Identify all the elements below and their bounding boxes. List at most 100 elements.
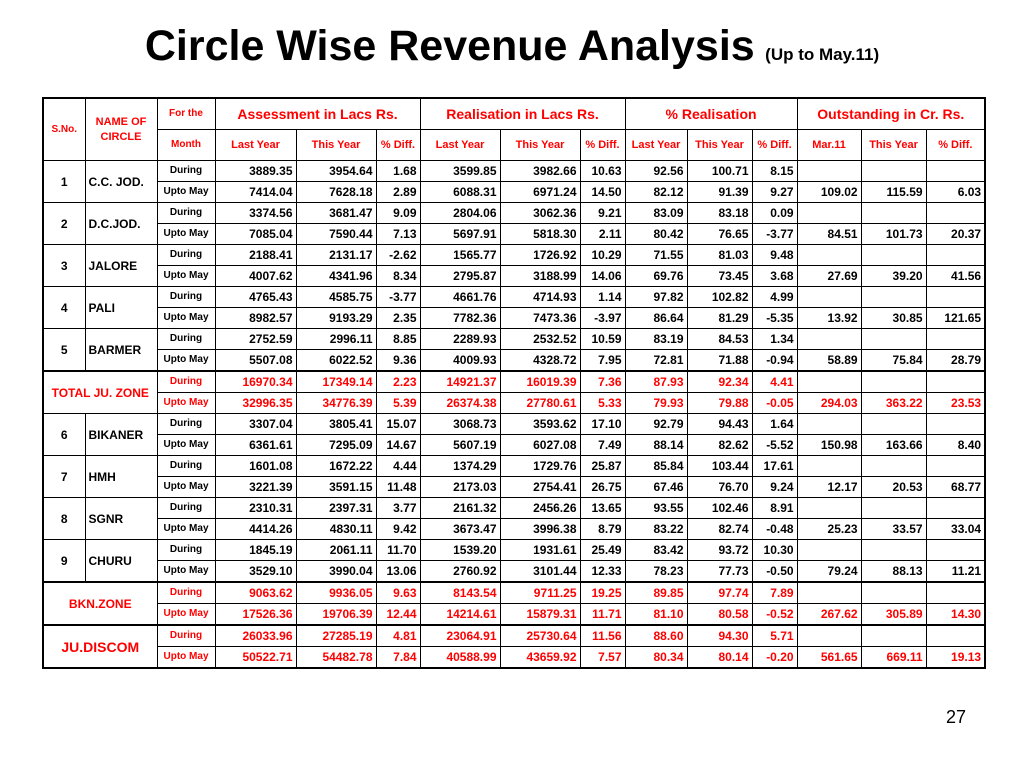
value-cell <box>860 244 927 266</box>
value-cell: 9.27 <box>751 181 798 203</box>
value-cell: -3.97 <box>579 307 626 329</box>
value-cell: 10.29 <box>579 244 626 266</box>
value-cell <box>860 624 927 647</box>
value-cell: 91.39 <box>686 181 753 203</box>
value-cell: 2804.06 <box>419 202 501 224</box>
value-cell: 19706.39 <box>295 603 377 626</box>
table-row: Upto May 7085.04 7590.44 7.13 5697.91 5818.30… <box>43 223 986 245</box>
value-cell: 82.12 <box>624 181 688 203</box>
table-row: 6 BIKANER During 3307.04 3805.41 15.07 3068.73… <box>42 413 986 456</box>
value-cell <box>796 413 862 435</box>
value-cell: 81.29 <box>686 307 753 329</box>
value-cell: 93.55 <box>624 497 688 519</box>
table-row: 3 JALORE During 2188.41 2131.17 -2.62 1565.77 1… <box>42 244 986 287</box>
value-cell: 3889.35 <box>214 160 297 182</box>
value-cell: 17.61 <box>751 455 798 477</box>
value-cell: 77.73 <box>686 560 753 583</box>
value-cell: -0.05 <box>751 392 798 414</box>
value-cell: 9.09 <box>375 202 421 224</box>
period-label: Upto May <box>156 603 216 626</box>
period-label: Upto May <box>156 307 216 329</box>
value-cell: 2754.41 <box>499 476 581 498</box>
value-cell <box>860 539 927 561</box>
value-cell: 6.03 <box>925 181 986 203</box>
header-sub-9: Mar.11 <box>796 129 862 161</box>
value-cell: 15879.31 <box>499 603 581 626</box>
value-cell: 7085.04 <box>214 223 297 245</box>
value-cell: 54482.78 <box>295 646 377 669</box>
value-cell: 7.49 <box>579 434 626 456</box>
value-cell: 7.36 <box>579 370 626 393</box>
value-cell: 8.85 <box>375 328 421 350</box>
value-cell <box>860 455 927 477</box>
table-row: 5 BARMER During 2752.59 2996.11 8.85 2289.93 25… <box>42 328 986 372</box>
value-cell <box>796 286 862 308</box>
value-cell: 8143.54 <box>419 581 501 604</box>
value-cell: 71.88 <box>686 349 753 372</box>
value-cell: 2795.87 <box>419 265 501 287</box>
period-label: During <box>156 413 216 435</box>
value-cell: 2161.32 <box>419 497 501 519</box>
value-cell: 79.93 <box>624 392 688 414</box>
value-cell: -0.20 <box>751 646 798 669</box>
value-cell: 10.63 <box>579 160 626 182</box>
value-cell: 7.13 <box>375 223 421 245</box>
table-row: BKN.ZONE During 9063.62 9936.05 9.63 8143.54 9… <box>42 581 986 626</box>
header-sub-4: This Year <box>499 129 581 161</box>
period-label: During <box>156 624 216 647</box>
value-cell: 86.64 <box>624 307 688 329</box>
value-cell: 4714.93 <box>499 286 581 308</box>
value-cell: 72.81 <box>624 349 688 372</box>
value-cell: 89.85 <box>624 581 688 604</box>
value-cell: 93.72 <box>686 539 753 561</box>
header-row-1: S.No. NAME OF CIRCLE For the Assessment in … <box>42 97 986 161</box>
value-cell: 27.69 <box>796 265 862 287</box>
value-cell: 13.65 <box>579 497 626 519</box>
value-cell: 6971.24 <box>499 181 581 203</box>
value-cell: 3529.10 <box>214 560 297 583</box>
header-month: Month <box>156 129 216 161</box>
serial-number: 6 <box>42 413 86 456</box>
value-cell <box>860 202 927 224</box>
table-row: Upto May 3529.10 3990.04 13.06 2760.92 3101.4… <box>43 560 986 583</box>
table-row: Upto May 8982.57 9193.29 2.35 7782.36 7473.36… <box>43 307 986 329</box>
table-row: Upto May 4007.62 4341.96 8.34 2795.87 3188.99… <box>43 265 986 287</box>
page-subtitle: (Up to May.11) <box>765 45 880 64</box>
value-cell: 7782.36 <box>419 307 501 329</box>
value-cell: 16019.39 <box>499 370 581 393</box>
value-cell: 2532.52 <box>499 328 581 350</box>
header-group-3: Outstanding in Cr. Rs. <box>796 97 986 130</box>
value-cell: 9.48 <box>751 244 798 266</box>
value-cell: 79.88 <box>686 392 753 414</box>
period-label: Upto May <box>156 223 216 245</box>
value-cell: 4414.26 <box>214 518 297 540</box>
value-cell: 2310.31 <box>214 497 297 519</box>
value-cell: -0.50 <box>751 560 798 583</box>
value-cell: 11.48 <box>375 476 421 498</box>
value-cell <box>796 202 862 224</box>
header-sub-8: % Diff. <box>751 129 798 161</box>
value-cell: 14.50 <box>579 181 626 203</box>
value-cell <box>925 202 986 224</box>
header-for-the: For the <box>156 97 216 130</box>
value-cell: 3593.62 <box>499 413 581 435</box>
value-cell: 163.66 <box>860 434 927 456</box>
table-row: 8 SGNR During 2310.31 2397.31 3.77 2161.32 2456… <box>42 497 986 540</box>
value-cell: 2397.31 <box>295 497 377 519</box>
period-label: Upto May <box>156 518 216 540</box>
value-cell: 2173.03 <box>419 476 501 498</box>
value-cell: 3599.85 <box>419 160 501 182</box>
value-cell: 9.24 <box>751 476 798 498</box>
value-cell <box>796 624 862 647</box>
value-cell: 121.65 <box>925 307 986 329</box>
value-cell: 9.21 <box>579 202 626 224</box>
value-cell: 87.93 <box>624 370 688 393</box>
value-cell: 32996.35 <box>214 392 297 414</box>
value-cell: 88.60 <box>624 624 688 647</box>
value-cell: 12.33 <box>579 560 626 583</box>
value-cell: 92.34 <box>686 370 753 393</box>
value-cell: 6088.31 <box>419 181 501 203</box>
period-label: During <box>156 455 216 477</box>
table-row: Upto May 17526.36 19706.39 12.44 14214.61 158… <box>43 603 986 626</box>
serial-number: 5 <box>42 328 86 372</box>
